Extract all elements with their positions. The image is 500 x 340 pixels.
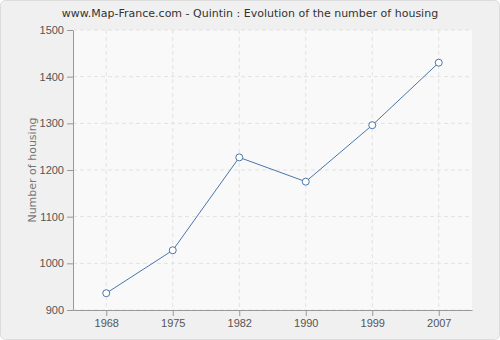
tick-label: 1990 — [294, 317, 318, 329]
tick: 1975 — [161, 310, 185, 329]
tick: 1982 — [228, 310, 252, 329]
tick-mark — [173, 310, 174, 316]
tick-mark — [439, 310, 440, 316]
tick-label: 1500 — [40, 24, 64, 36]
point — [435, 59, 442, 66]
y-axis-title: Number of housing — [26, 117, 39, 222]
tick-label: 1400 — [40, 71, 64, 83]
tick-mark — [67, 217, 73, 218]
tick: 1500 — [40, 24, 73, 36]
grid-line — [73, 216, 472, 217]
tick-label: 1100 — [40, 211, 64, 223]
tick-mark — [67, 310, 73, 311]
marks — [103, 59, 443, 297]
tick-label: 900 — [46, 304, 64, 316]
grid-line — [73, 263, 472, 264]
tick-label: 1982 — [228, 317, 252, 329]
x-axis: 1968 1975 1982 1990 1999 2007 — [74, 310, 473, 329]
tick-label: 2007 — [427, 317, 451, 329]
tick: 1400 — [40, 71, 73, 83]
tick: 1990 — [294, 310, 318, 329]
tick: 1999 — [361, 310, 385, 329]
point — [369, 122, 376, 129]
point — [236, 154, 243, 161]
grid-line — [438, 30, 439, 310]
x-grid — [106, 30, 439, 310]
tick: 1200 — [40, 164, 73, 176]
tick: 1300 — [40, 117, 73, 129]
grid-line — [73, 310, 472, 311]
grid-line — [372, 30, 373, 310]
tick: 1000 — [40, 257, 73, 269]
tick-mark — [67, 170, 73, 171]
tick-mark — [67, 77, 73, 78]
tick: 2007 — [427, 310, 451, 329]
grid-line — [73, 123, 472, 124]
tick: 1100 — [40, 211, 73, 223]
grid-line — [305, 30, 306, 310]
point — [302, 178, 309, 185]
tick-label: 1200 — [40, 164, 64, 176]
grid-line — [239, 30, 240, 310]
title: www.Map-France.com - Quintin : Evolution… — [62, 7, 438, 20]
tick-label: 1999 — [361, 317, 385, 329]
plot: 9001000110012001300140015001968197519821… — [40, 24, 473, 329]
grid-line — [73, 30, 472, 31]
tick-label: 1000 — [40, 257, 64, 269]
background — [1, 1, 500, 340]
point — [103, 290, 110, 297]
y-axis: 900 1000 1100 1200 1300 1400 1500 — [40, 24, 74, 316]
tick-mark — [306, 310, 307, 316]
plot-area — [73, 30, 472, 310]
chart: 9001000110012001300140015001968197519821… — [0, 0, 500, 340]
tick: 900 — [46, 304, 73, 316]
tick-mark — [239, 310, 240, 316]
tick-label: 1968 — [95, 317, 119, 329]
tick-mark — [67, 30, 73, 31]
grid-line — [73, 76, 472, 77]
tick-label: 1975 — [161, 317, 185, 329]
y-grid — [73, 30, 472, 310]
tick: 1968 — [95, 310, 119, 329]
tick-mark — [372, 310, 373, 316]
tick-mark — [67, 263, 73, 264]
tick-mark — [106, 310, 107, 316]
point — [169, 247, 176, 254]
x-axis-line — [74, 310, 473, 311]
grid-line — [106, 30, 107, 310]
grid-line — [172, 30, 173, 310]
tick-mark — [67, 123, 73, 124]
y-axis-line — [73, 31, 74, 311]
tick-label: 1300 — [40, 117, 64, 129]
line — [106, 63, 439, 294]
